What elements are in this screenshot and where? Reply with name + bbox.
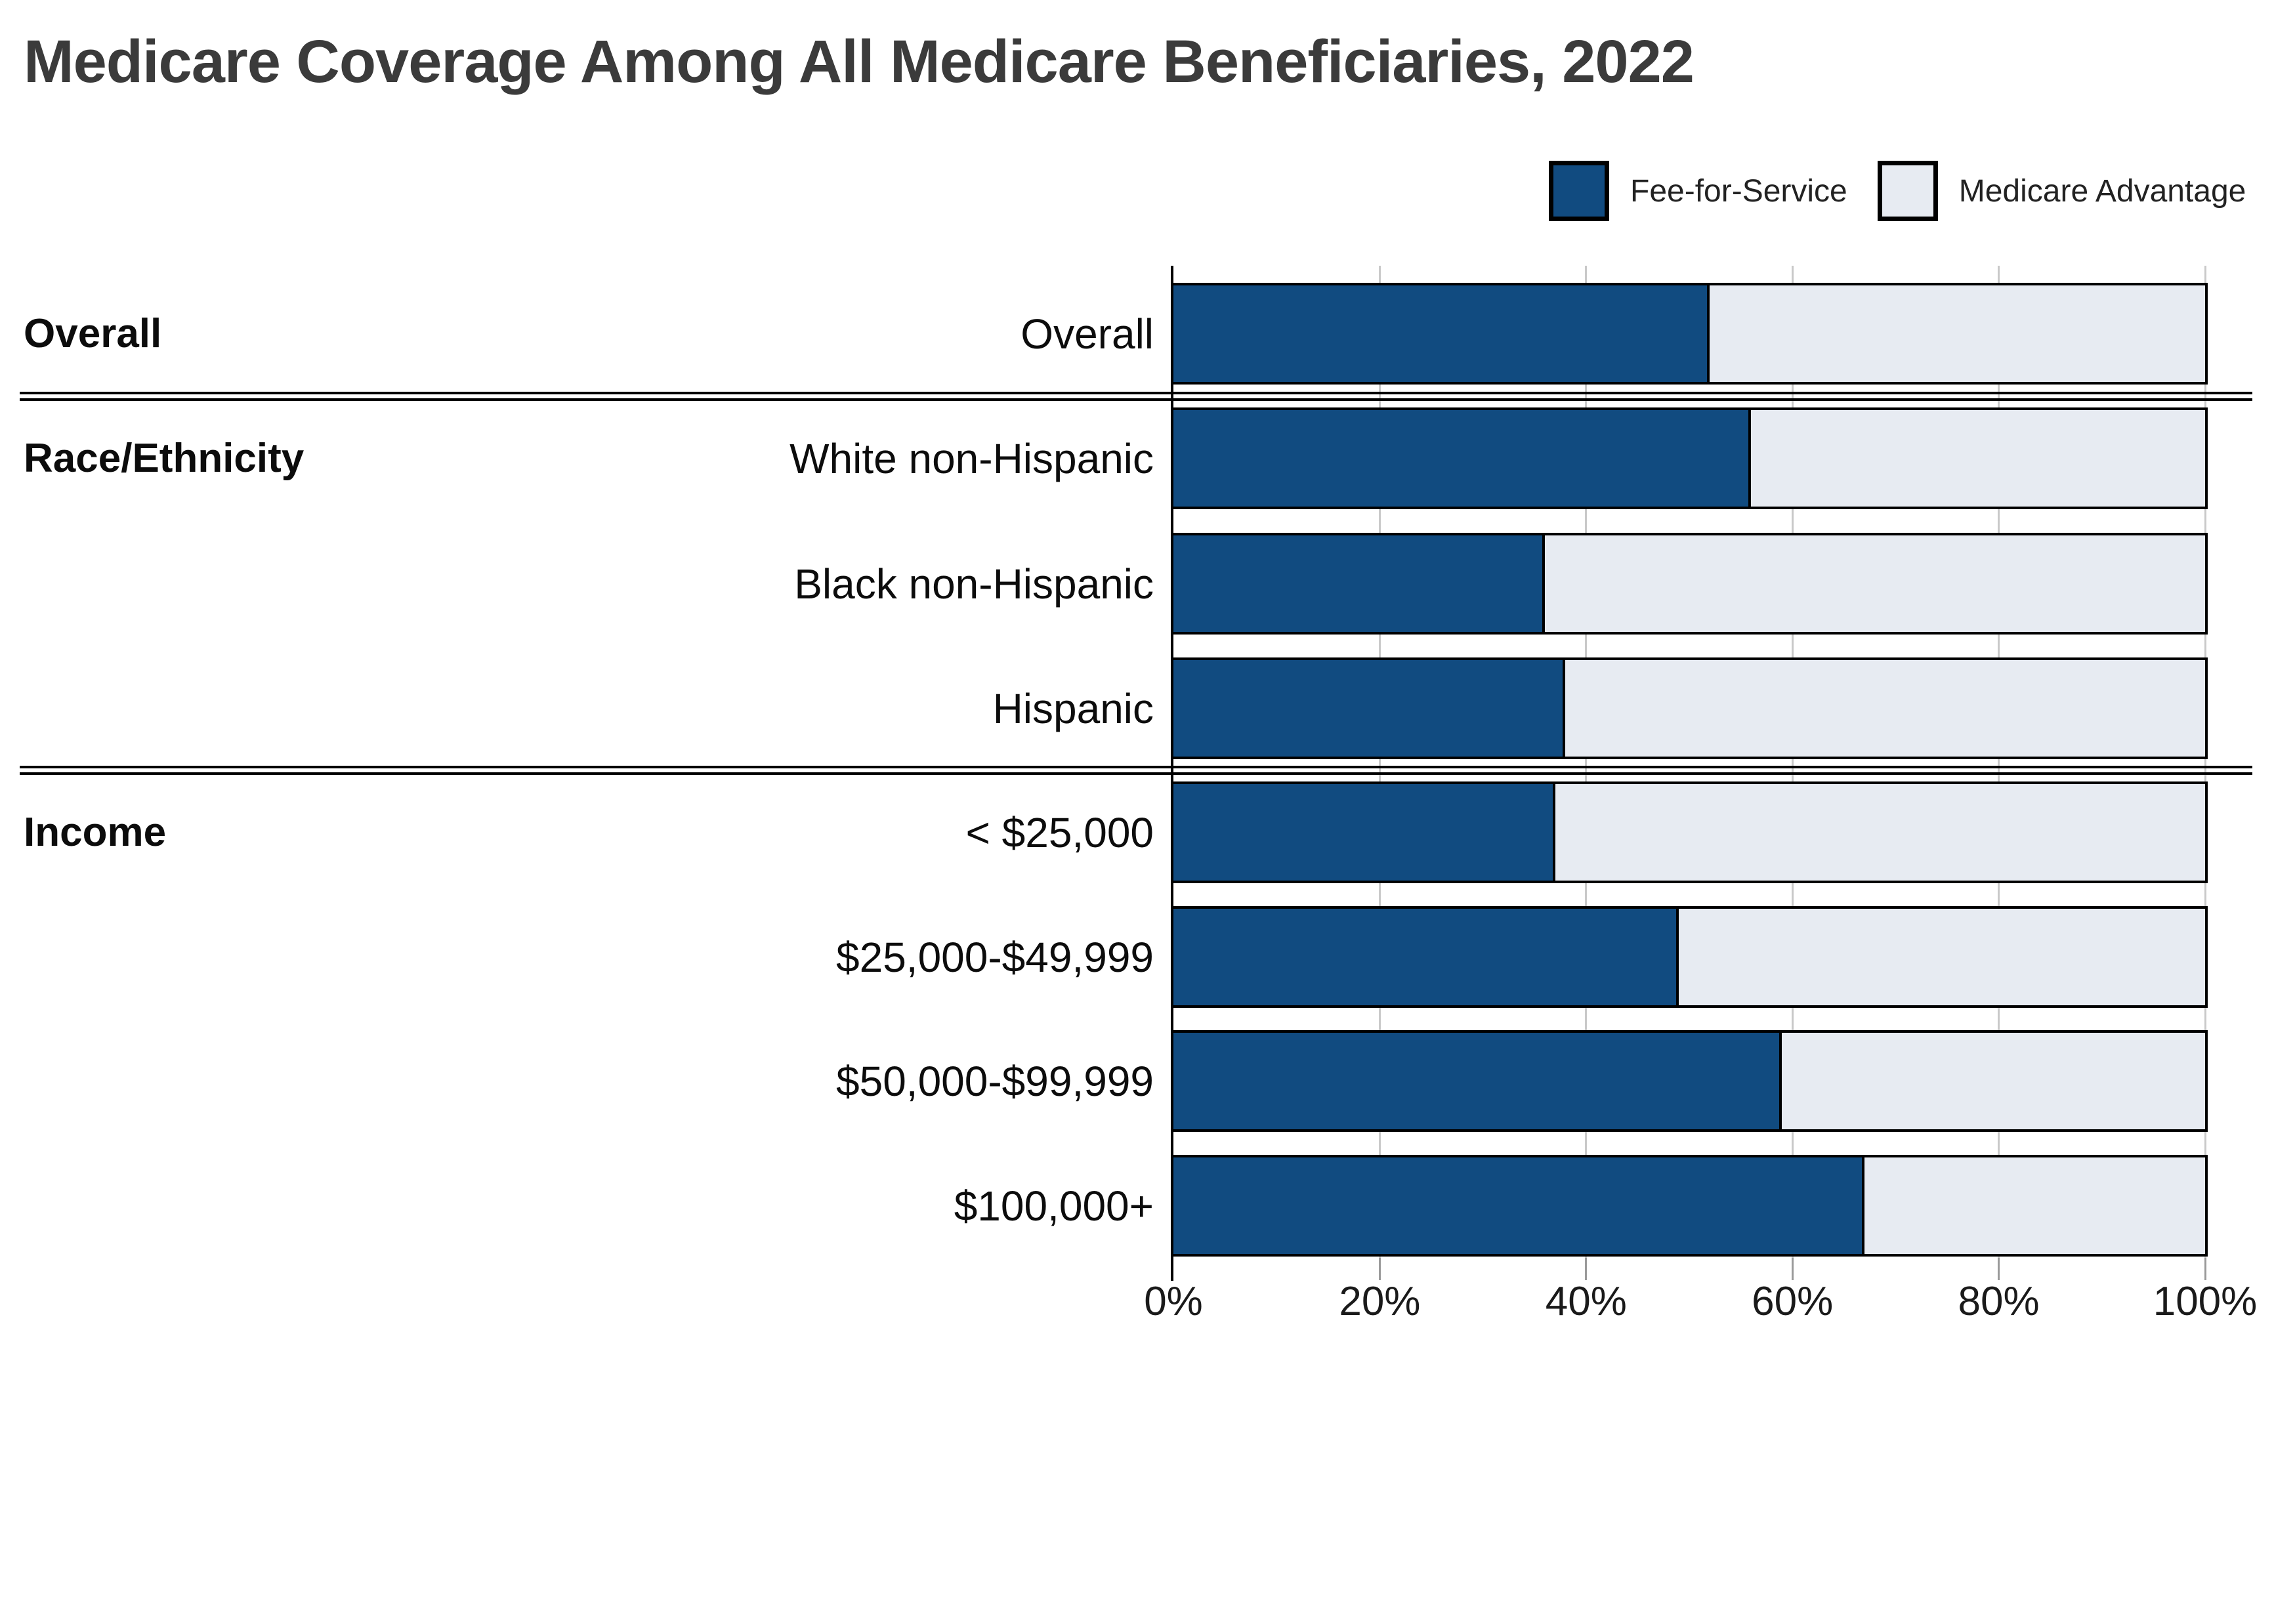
row-label: White non-Hispanic — [790, 434, 1154, 482]
row-label: Black non-Hispanic — [794, 560, 1154, 608]
bar-row — [1171, 657, 2208, 759]
axis-tick — [1791, 1258, 1794, 1280]
legend-label: Medicare Advantage — [1958, 173, 2246, 209]
axis-tick-label: 0% — [1144, 1279, 1203, 1324]
bar-segment-medicare-advantage — [1751, 410, 2205, 507]
bar-segment-medicare-advantage — [1782, 1033, 2205, 1129]
bar-segment-fee-for-service — [1173, 410, 1752, 507]
axis-tick — [2204, 1258, 2206, 1280]
section-divider — [20, 391, 2252, 401]
axis-tick — [1998, 1258, 2000, 1280]
bar-segment-fee-for-service — [1173, 909, 1679, 1005]
axis-tick-label: 20% — [1339, 1279, 1421, 1324]
bar-segment-medicare-advantage — [1555, 784, 2205, 881]
axis-tick — [1585, 1258, 1588, 1280]
bar-row — [1171, 781, 2208, 883]
row-label: $50,000-$99,999 — [836, 1057, 1154, 1105]
bar-segment-medicare-advantage — [1710, 285, 2205, 382]
legend-item-medicare-advantage: Medicare Advantage — [1877, 161, 2246, 221]
gridline — [1791, 266, 1794, 1258]
bar-segment-fee-for-service — [1173, 1157, 1865, 1254]
row-label: < $25,000 — [965, 808, 1154, 856]
bar-segment-medicare-advantage — [1565, 660, 2205, 757]
bar-row — [1171, 407, 2208, 509]
bar-row — [1171, 533, 2208, 635]
axis-tick-label: 80% — [1958, 1279, 2040, 1324]
gridline — [1585, 266, 1588, 1258]
axis-tick-label: 100% — [2153, 1279, 2258, 1324]
gridline — [1378, 266, 1381, 1258]
section-divider — [20, 766, 2252, 775]
legend: Fee-for-Service Medicare Advantage — [1549, 159, 2246, 222]
legend-item-fee-for-service: Fee-for-Service — [1549, 161, 1847, 221]
legend-label: Fee-for-Service — [1630, 173, 1847, 209]
fee-for-service-swatch-icon — [1549, 161, 1609, 221]
bar-segment-fee-for-service — [1173, 784, 1555, 881]
axis-tick-label: 60% — [1752, 1279, 1834, 1324]
bar-segment-fee-for-service — [1173, 535, 1545, 632]
axis-tick — [1378, 1258, 1381, 1280]
section-label: Overall — [24, 311, 162, 356]
bar-row — [1171, 1155, 2208, 1257]
bar-segment-fee-for-service — [1173, 660, 1566, 757]
bar-segment-medicare-advantage — [1679, 909, 2205, 1005]
bar-row — [1171, 906, 2208, 1008]
bar-row — [1171, 283, 2208, 385]
row-label: Overall — [1021, 310, 1154, 358]
row-label: Hispanic — [992, 684, 1154, 732]
bar-segment-medicare-advantage — [1864, 1157, 2205, 1254]
row-label: $25,000-$49,999 — [836, 933, 1154, 981]
section-label: Income — [24, 810, 167, 855]
gridline — [1998, 266, 2000, 1258]
medicare-advantage-swatch-icon — [1877, 161, 1938, 221]
bar-segment-medicare-advantage — [1544, 535, 2205, 632]
chart-title: Medicare Coverage Among All Medicare Ben… — [24, 28, 1695, 95]
bar-segment-fee-for-service — [1173, 1033, 1782, 1129]
axis-tick-label: 40% — [1545, 1279, 1627, 1324]
row-label: $100,000+ — [954, 1182, 1154, 1230]
gridline — [2204, 266, 2206, 1258]
section-label: Race/Ethnicity — [24, 436, 305, 481]
bar-segment-fee-for-service — [1173, 285, 1710, 382]
bar-row — [1171, 1030, 2208, 1132]
